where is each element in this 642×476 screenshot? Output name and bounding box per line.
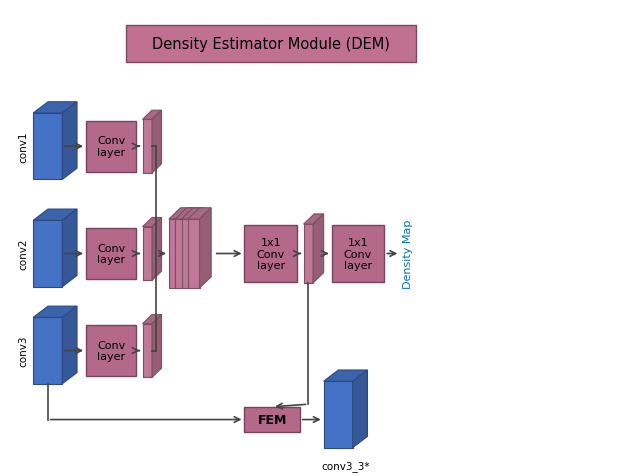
Polygon shape: [143, 227, 152, 281]
Polygon shape: [304, 215, 324, 225]
Polygon shape: [313, 215, 324, 283]
Polygon shape: [169, 208, 192, 219]
Text: Density Map: Density Map: [403, 219, 413, 288]
Polygon shape: [143, 111, 162, 120]
Text: conv3: conv3: [19, 335, 29, 367]
Polygon shape: [188, 219, 200, 288]
Bar: [86, 228, 136, 279]
Polygon shape: [175, 208, 198, 219]
Polygon shape: [187, 208, 198, 288]
Bar: [126, 26, 416, 63]
Bar: [86, 325, 136, 377]
Polygon shape: [33, 317, 62, 384]
Polygon shape: [169, 219, 180, 288]
Polygon shape: [152, 315, 162, 377]
Polygon shape: [352, 370, 367, 448]
Polygon shape: [152, 111, 162, 174]
Polygon shape: [33, 221, 62, 287]
Polygon shape: [182, 219, 193, 288]
Text: Density Estimator Module (DEM): Density Estimator Module (DEM): [152, 37, 390, 52]
Polygon shape: [62, 307, 77, 384]
Bar: [245, 407, 300, 432]
Text: 1x1
Conv
layer: 1x1 Conv layer: [344, 238, 372, 270]
Bar: [331, 226, 385, 282]
Polygon shape: [324, 370, 367, 381]
Text: Conv
layer: Conv layer: [97, 340, 125, 362]
Text: 1x1
Conv
layer: 1x1 Conv layer: [257, 238, 285, 270]
Text: conv2: conv2: [19, 238, 29, 270]
Polygon shape: [152, 218, 162, 281]
Polygon shape: [143, 120, 152, 174]
Text: conv1: conv1: [19, 131, 29, 163]
Text: FEM: FEM: [257, 413, 287, 426]
Polygon shape: [62, 102, 77, 180]
Polygon shape: [193, 208, 205, 288]
Polygon shape: [143, 315, 162, 324]
Polygon shape: [62, 209, 77, 287]
Text: Conv
layer: Conv layer: [97, 243, 125, 265]
Polygon shape: [33, 307, 77, 317]
Bar: [245, 226, 297, 282]
Polygon shape: [143, 324, 152, 377]
Polygon shape: [182, 208, 205, 219]
Polygon shape: [143, 218, 162, 227]
Bar: [86, 121, 136, 172]
Text: conv3_3*: conv3_3*: [321, 460, 370, 471]
Polygon shape: [200, 208, 211, 288]
Polygon shape: [33, 102, 77, 114]
Text: Conv
layer: Conv layer: [97, 136, 125, 158]
Polygon shape: [188, 208, 211, 219]
Polygon shape: [33, 209, 77, 221]
Polygon shape: [304, 225, 313, 283]
Polygon shape: [175, 219, 187, 288]
Polygon shape: [180, 208, 192, 288]
Polygon shape: [33, 114, 62, 180]
Polygon shape: [324, 381, 352, 448]
